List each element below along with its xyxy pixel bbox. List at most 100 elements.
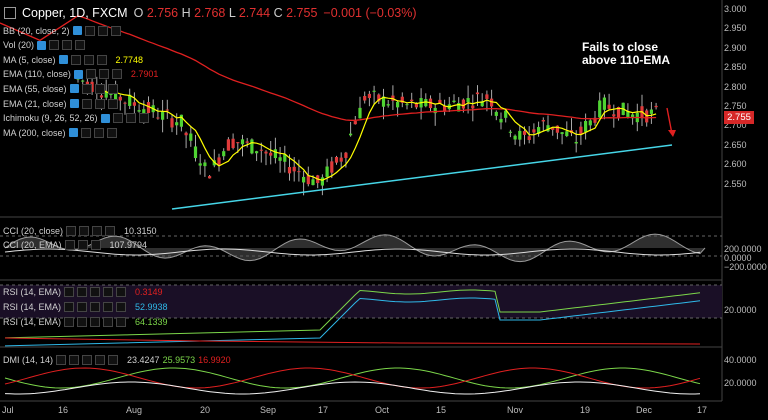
candle-body [203,162,207,167]
settings-icon[interactable] [81,98,92,109]
eye-icon[interactable] [72,26,82,35]
candle-body [236,142,240,144]
cci-legend-1: CCI (20, close) 10.3150 [3,225,157,236]
annotation-line-1: Fails to close [582,40,659,54]
candle-body [255,151,259,154]
chart-menu-icon[interactable] [4,7,16,19]
cci-axis-0: 0.0000 [724,253,752,263]
more-icon[interactable] [111,69,122,80]
close-icon[interactable] [98,69,109,80]
close-icon[interactable] [97,25,108,36]
candle-body [245,141,249,143]
more-icon[interactable] [96,54,107,65]
price-axis-label: 3.000 [724,4,747,14]
time-axis-label: 16 [58,405,69,415]
close-icon[interactable] [125,113,136,124]
candle-body [602,97,606,110]
indicator-value: 2.7748 [115,54,144,65]
symbol-title[interactable]: Copper, 1D, FXCM [22,6,128,20]
eye-icon[interactable] [69,84,79,94]
indicator-label[interactable]: MA (200, close) [3,127,66,138]
time-axis-label: 20 [200,405,211,415]
indicator-label[interactable]: Vol (20) [3,40,35,51]
candle-body [513,135,517,140]
candle-body [339,157,343,162]
candle-body [123,102,127,104]
price-axis-label: 2.850 [724,62,747,73]
candle-body [137,110,141,112]
close-icon[interactable] [83,54,94,65]
candle-body [518,130,522,140]
more-icon[interactable] [107,83,118,94]
eye-icon[interactable] [68,128,78,138]
candle-body [287,167,292,174]
candle-body [99,95,104,98]
settings-icon[interactable] [112,113,123,124]
candle-body [142,109,146,116]
time-axis-label: Aug [126,405,143,415]
eye-icon[interactable] [69,99,79,108]
candle-body [302,176,306,183]
candle-body [414,103,418,108]
candle-body [240,139,245,145]
eye-icon[interactable] [37,40,47,50]
settings-icon[interactable] [80,127,91,138]
more-icon[interactable] [75,40,86,51]
settings-icon[interactable] [85,69,96,80]
candle-body [156,117,160,119]
indicator-legend: Ichimoku (9, 26, 52, 26) [3,112,149,125]
dmi-minus-line [4,367,701,389]
indicator-label[interactable]: EMA (110, close) [3,69,71,80]
candle-body [76,78,80,80]
settings-icon[interactable] [70,54,81,65]
settings-icon[interactable] [81,83,92,94]
candle-body [598,100,602,118]
indicator-legend: MA (5, close) 2.7748 [3,53,143,66]
candle-body [283,154,287,162]
change-value: −0.001 (−0.03%) [323,6,417,20]
indicator-label[interactable]: EMA (21, close) [3,98,67,109]
settings-icon[interactable] [49,40,60,51]
candle-body [208,176,212,179]
indicator-legend: EMA (55, close) [3,82,118,95]
chart-header: Copper, 1D, FXCM O 2.756 H 2.768 L 2.744… [4,4,417,22]
down-arrow [666,107,673,135]
candle-body [631,114,635,119]
candle-body [128,94,132,106]
candle-body [320,177,324,186]
candle-body [386,104,390,106]
indicator-label[interactable]: MA (5, close) [3,54,56,65]
more-icon[interactable] [138,113,149,124]
candle-body [574,141,578,144]
candle-body [400,96,404,103]
close-icon[interactable] [93,127,104,138]
ema-110-line [0,14,657,121]
more-icon[interactable] [106,127,117,138]
more-icon[interactable] [110,25,121,36]
candle-body [522,131,527,135]
candle-body [81,80,85,82]
candle-body [645,110,649,123]
indicator-label[interactable]: Ichimoku (9, 26, 52, 26) [3,113,98,124]
candle-body [269,152,273,156]
eye-icon[interactable] [73,69,83,79]
eye-icon[interactable] [58,55,68,65]
indicator-label[interactable]: BB (20, close, 2) [3,25,70,36]
close-icon[interactable] [94,83,105,94]
indicator-value: 2.7901 [130,69,159,80]
candle-body [494,111,498,116]
more-icon[interactable] [107,98,118,109]
rsi-line-blue [4,297,701,347]
close-icon[interactable] [94,98,105,109]
candle-body [363,96,367,101]
candle-body [593,117,597,123]
settings-icon[interactable] [84,25,95,36]
price-axis-label: 2.700 [724,120,747,131]
low-value: 2.744 [238,6,271,20]
indicator-label[interactable]: EMA (55, close) [3,83,67,94]
candle-body [508,131,512,133]
cci-axis-200: 200.0000 [724,244,762,254]
close-icon[interactable] [62,40,73,51]
candle-body [466,98,470,103]
eye-icon[interactable] [100,113,110,123]
